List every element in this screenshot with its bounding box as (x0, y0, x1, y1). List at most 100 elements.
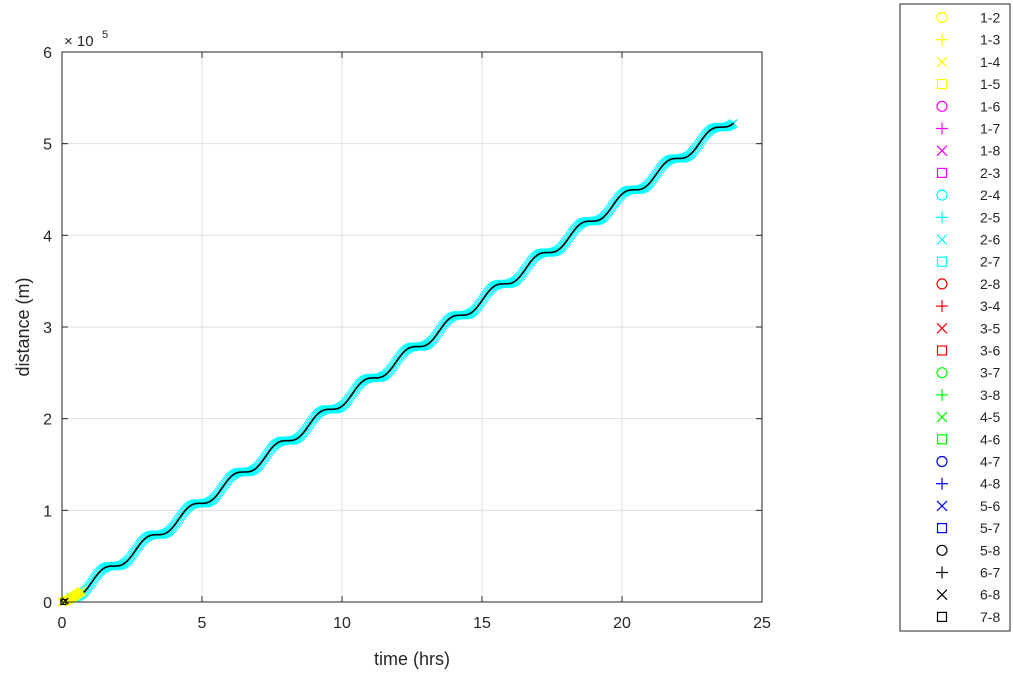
x-tick-label: 0 (58, 615, 67, 632)
legend-marker (936, 388, 948, 401)
legend-label: 2-7 (980, 254, 1000, 270)
y-tick-label: 1 (43, 503, 52, 520)
legend-marker (936, 122, 948, 135)
x-tick-label: 25 (753, 615, 771, 632)
axis-ticks: 0 5 10 15 20 25 0 1 2 3 4 5 6 (43, 45, 771, 632)
legend-label: 4-6 (980, 431, 1000, 447)
legend-entry: 5-7 (936, 520, 1000, 536)
legend-marker (936, 367, 948, 379)
legend-entry: 3-8 (936, 387, 1000, 403)
y-exponent-power: 5 (102, 29, 108, 41)
legend-entry: 5-6 (936, 498, 1000, 514)
legend-marker (936, 345, 948, 356)
legend-marker (936, 566, 948, 579)
legend-label: 2-5 (980, 209, 1000, 225)
legend-entry: 2-4 (936, 187, 1000, 203)
legend-label: 5-8 (980, 542, 1000, 558)
legend-entry: 1-6 (936, 98, 1000, 114)
legend-entry: 3-5 (936, 320, 1000, 336)
legend-entry: 1-2 (936, 10, 1000, 26)
legend-marker (936, 300, 948, 313)
legend-marker (936, 522, 948, 534)
y-tick-label: 6 (43, 45, 52, 62)
series-2-6-markers (65, 118, 738, 602)
legend-label: 4-7 (980, 454, 1000, 470)
legend-marker (936, 56, 948, 68)
legend-label: 3-7 (980, 365, 1000, 381)
legend-label: 5-7 (980, 520, 1000, 536)
legend-label: 4-5 (980, 409, 1000, 425)
legend-box (899, 3, 1011, 632)
x-tick-label: 5 (198, 615, 207, 632)
legend-label: 1-3 (980, 32, 1000, 48)
legend-label: 3-6 (980, 343, 1000, 359)
legend: 1-2 1-3 1-4 1-5 1-6 1-7 1-8 2-3 2-4 2-5 2-6 2-7 2-8 3… (899, 3, 1011, 632)
legend-label: 5-6 (980, 498, 1000, 514)
legend-marker (936, 477, 948, 490)
legend-marker (936, 544, 948, 556)
y-tick-label: 2 (43, 412, 52, 429)
legend-marker (936, 33, 948, 46)
grid-lines (61, 51, 763, 603)
legend-marker (936, 434, 948, 445)
legend-entry: 7-8 (936, 609, 1000, 625)
legend-label: 2-4 (980, 187, 1000, 203)
legend-entry: 1-7 (936, 121, 1000, 137)
y-exponent-label: × 10 5 (64, 29, 108, 50)
y-tick-label: 3 (43, 320, 52, 337)
legend-marker (936, 411, 948, 423)
legend-label: 2-3 (980, 165, 1000, 181)
legend-marker (936, 256, 948, 267)
legend-marker (936, 611, 948, 623)
legend-label: 6-7 (980, 565, 1000, 581)
legend-label: 1-5 (980, 76, 1000, 92)
legend-marker (936, 455, 948, 468)
legend-label: 1-2 (980, 10, 1000, 26)
legend-entry: 1-4 (936, 54, 1000, 70)
series-1-4-point (77, 586, 87, 596)
legend-label: 1-8 (980, 143, 1000, 159)
x-axis-label: time (hrs) (374, 649, 450, 669)
x-tick-label: 15 (473, 615, 491, 632)
legend-marker (936, 278, 948, 290)
legend-marker (936, 167, 948, 178)
legend-marker (936, 189, 948, 201)
series-2-6-line (70, 122, 735, 599)
legend-marker (936, 100, 948, 112)
legend-marker (936, 211, 948, 224)
legend-entry: 4-6 (936, 431, 1000, 447)
legend-entry: 2-7 (936, 254, 1000, 270)
legend-entry: 1-8 (936, 143, 1000, 159)
y-axis-label: distance (m) (13, 277, 33, 376)
legend-label: 6-8 (980, 587, 1000, 603)
legend-marker (936, 322, 948, 334)
y-tick-label: 4 (43, 228, 52, 245)
legend-label: 1-6 (980, 98, 1000, 114)
legend-entry: 6-7 (936, 565, 1000, 581)
legend-label: 3-5 (980, 320, 1000, 336)
legend-marker (936, 145, 948, 157)
legend-entry: 3-7 (936, 365, 1000, 381)
x-tick-label: 20 (613, 615, 631, 632)
legend-marker (936, 234, 948, 245)
legend-entry: 4-5 (936, 409, 1000, 425)
legend-label: 2-8 (980, 276, 1000, 292)
y-exponent-base: × 10 (64, 33, 94, 50)
x-tick-label: 10 (333, 615, 351, 632)
legend-label: 2-6 (980, 232, 1000, 248)
y-tick-label: 5 (43, 137, 52, 154)
legend-entry: 6-8 (936, 587, 1000, 603)
legend-entry: 3-4 (936, 298, 1000, 314)
legend-entry: 1-3 (936, 32, 1000, 48)
y-tick-label: 0 (43, 595, 52, 612)
legend-entry: 2-6 (936, 232, 1000, 248)
legend-entry: 5-8 (936, 542, 1000, 558)
legend-entry: 2-5 (936, 209, 1000, 225)
legend-marker (936, 78, 948, 90)
legend-label: 4-8 (980, 476, 1000, 492)
legend-marker (936, 500, 948, 512)
legend-label: 3-8 (980, 387, 1000, 403)
legend-entry: 2-8 (936, 276, 1000, 292)
